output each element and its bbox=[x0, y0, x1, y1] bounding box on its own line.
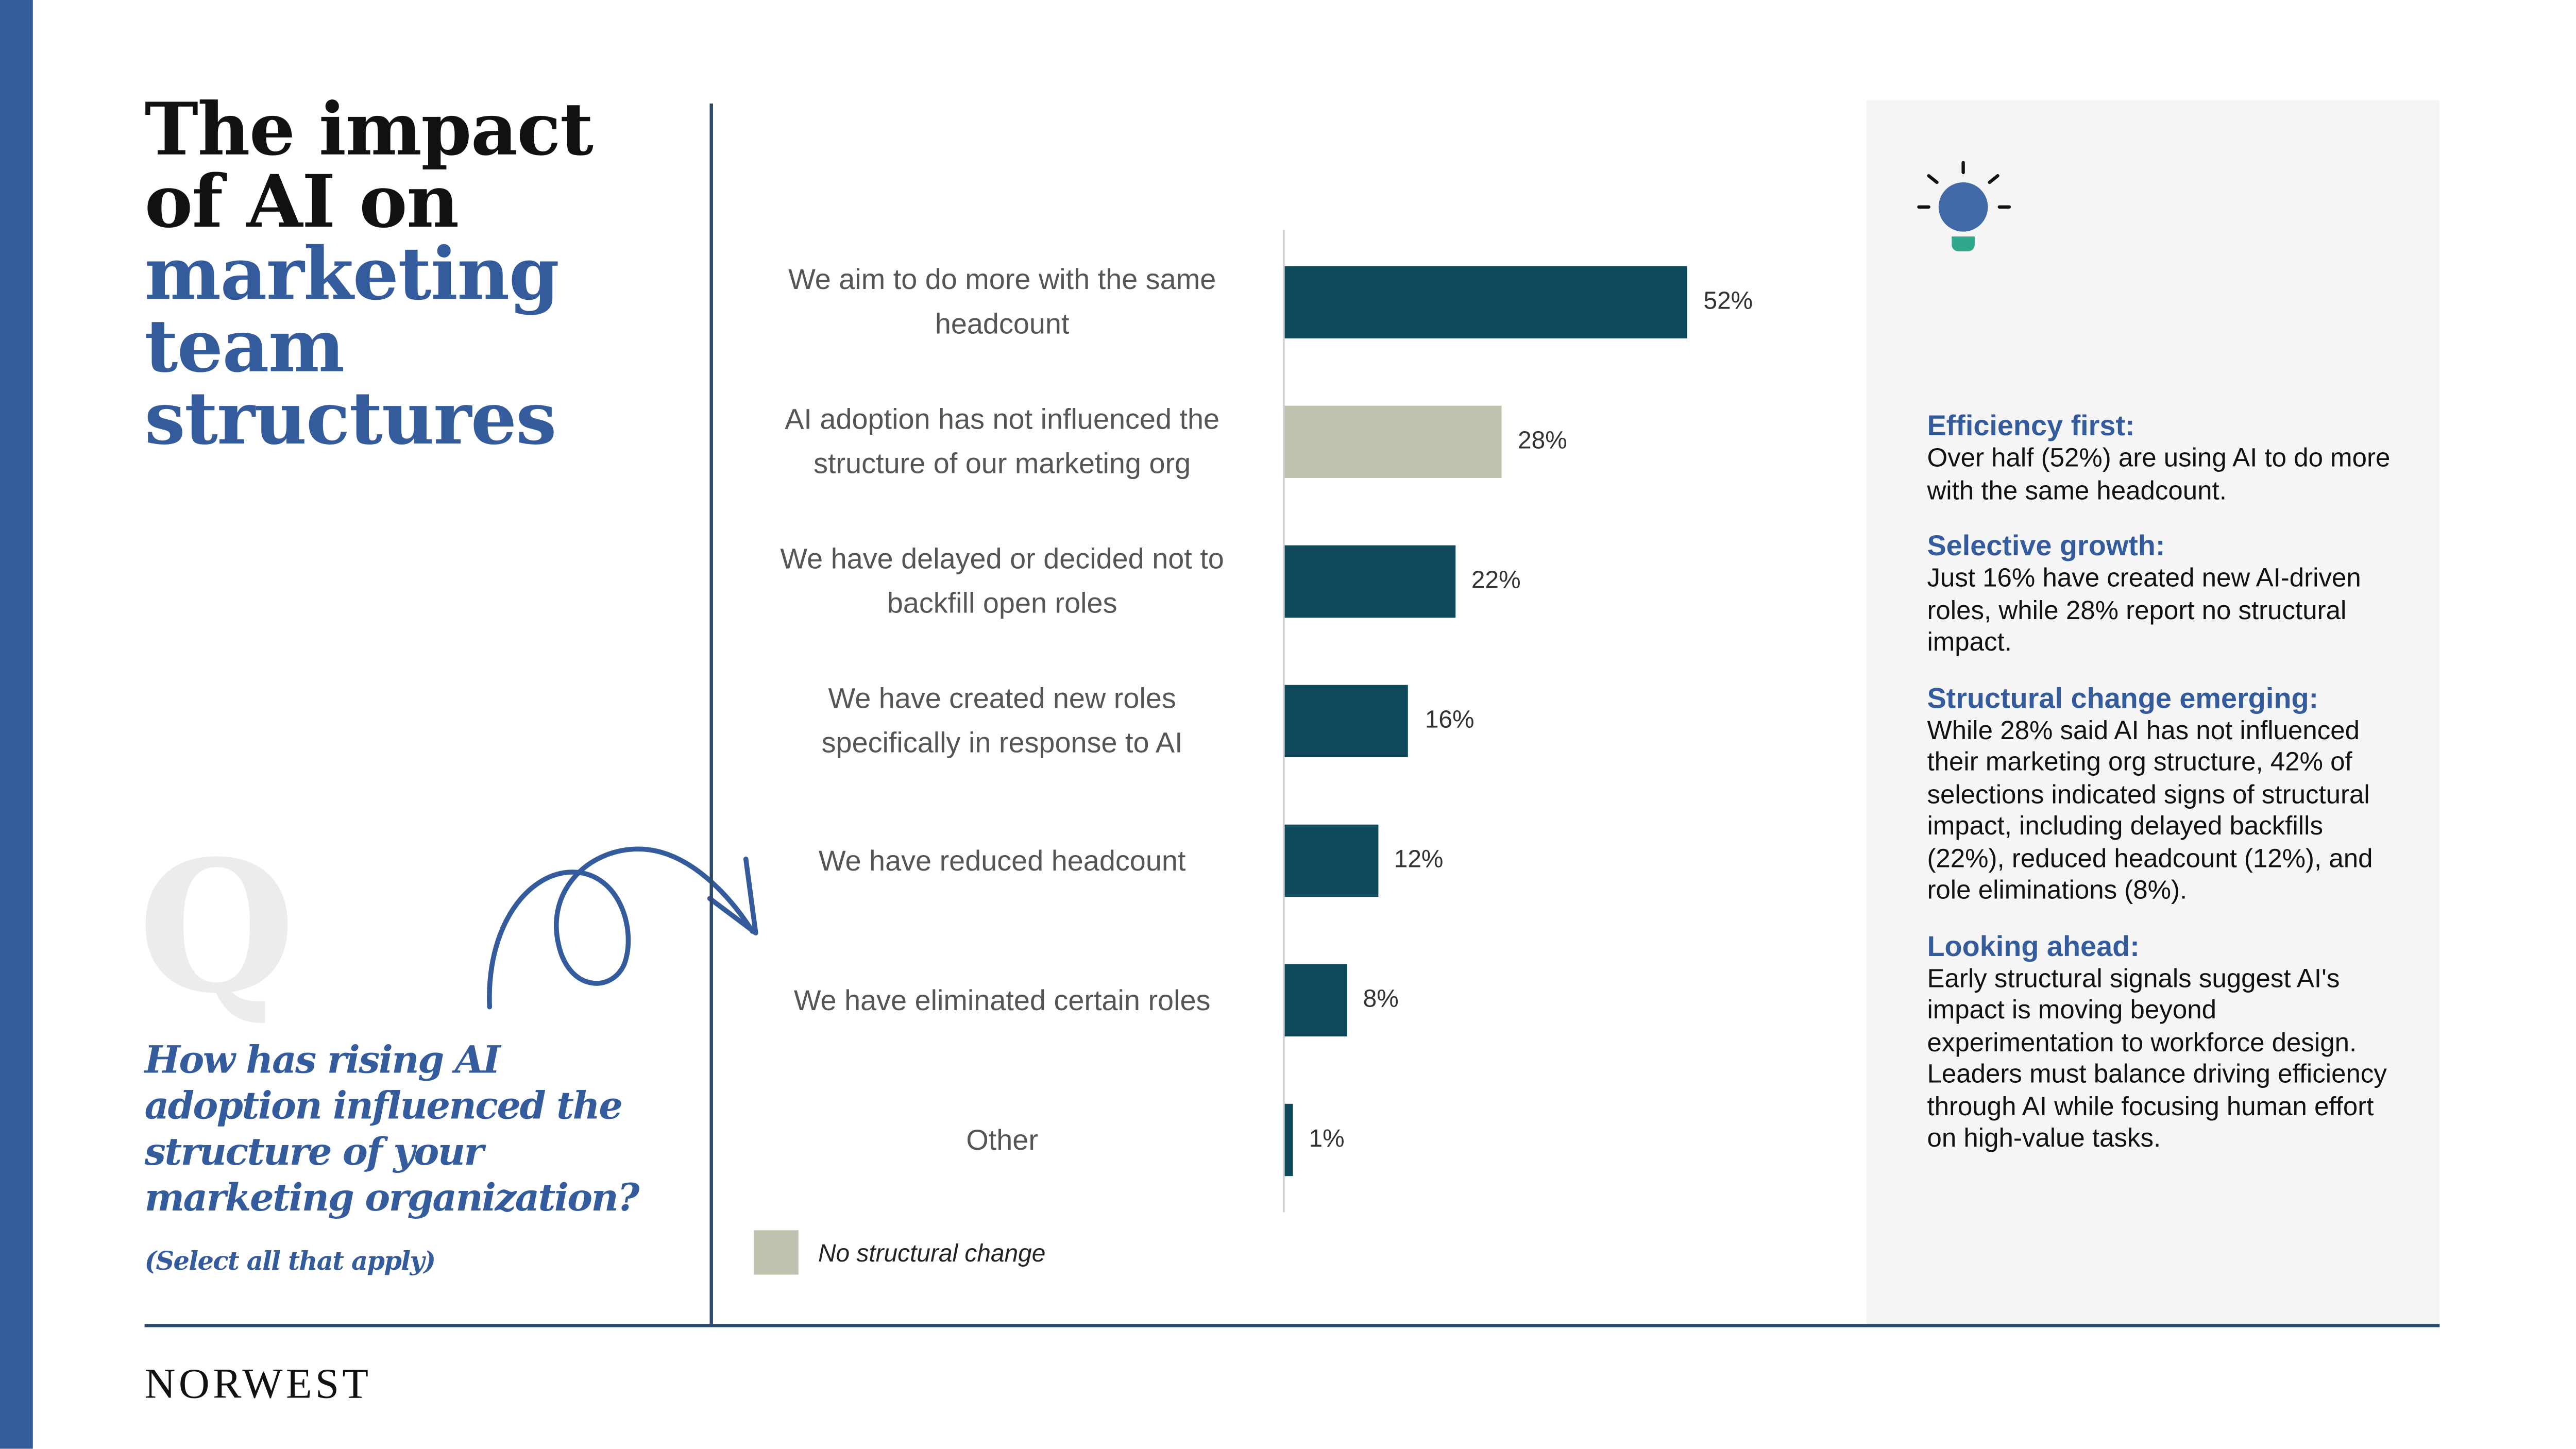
bar bbox=[1284, 545, 1455, 618]
value-label: 16% bbox=[1425, 706, 1475, 735]
insight-heading: Structural change emerging: bbox=[1927, 680, 2319, 714]
value-label: 22% bbox=[1471, 567, 1521, 595]
category-label: We have reduced headcount bbox=[818, 843, 1186, 877]
insight-body: While 28% said AI has not influenced the… bbox=[1927, 717, 2373, 906]
insight-heading: Looking ahead: bbox=[1927, 929, 2140, 962]
bar bbox=[1284, 964, 1347, 1037]
title-line: team bbox=[144, 305, 345, 389]
category-label: AI adoption has not influenced the struc… bbox=[785, 402, 1220, 480]
insight-growth: Selective growth: Just 16% have created n… bbox=[1927, 527, 2403, 660]
category-label: We aim to do more with the same headcoun… bbox=[788, 263, 1216, 340]
insights-panel bbox=[1866, 100, 2440, 1324]
title-line: The impact bbox=[144, 89, 594, 173]
insight-ahead: Looking ahead: Early structural signals s… bbox=[1927, 927, 2403, 1155]
value-label: 12% bbox=[1394, 846, 1444, 874]
bottom-divider bbox=[144, 1324, 2440, 1326]
chart-axis bbox=[1283, 230, 1285, 1213]
category-label: We have created new roles specifically i… bbox=[821, 681, 1183, 759]
title-line: structures bbox=[144, 378, 557, 462]
bar bbox=[1284, 685, 1409, 758]
bar bbox=[1284, 266, 1687, 338]
category-label: Other bbox=[966, 1122, 1038, 1156]
insight-body: Early structural signals suggest AI's im… bbox=[1927, 965, 2387, 1153]
question-note: (Select all that apply) bbox=[144, 1245, 436, 1276]
survey-question: How has rising AI adoption influenced th… bbox=[144, 1038, 640, 1221]
legend-label: No structural change bbox=[818, 1240, 1046, 1268]
norwest-logo: NORWEST bbox=[144, 1360, 372, 1408]
bar bbox=[1284, 824, 1378, 897]
value-label: 8% bbox=[1363, 985, 1399, 1014]
bar bbox=[1284, 1103, 1293, 1177]
legend-swatch bbox=[754, 1230, 799, 1275]
q-letter: Q bbox=[138, 821, 296, 1033]
value-label: 1% bbox=[1309, 1125, 1345, 1153]
bar bbox=[1284, 405, 1502, 478]
title-line: marketing bbox=[144, 233, 560, 317]
category-label: We have delayed or decided not to backfi… bbox=[780, 542, 1224, 620]
curly-arrow-icon bbox=[487, 846, 758, 1010]
value-label: 52% bbox=[1703, 287, 1753, 316]
page-title: The impact of AI on marketing team struc… bbox=[144, 89, 594, 462]
vertical-divider bbox=[709, 103, 713, 1324]
insight-efficiency: Efficiency first: Over half (52%) are usi… bbox=[1927, 407, 2403, 508]
lightbulb-icon bbox=[1917, 161, 2011, 251]
category-label: We have eliminated certain roles bbox=[793, 983, 1211, 1016]
title-line: of AI on bbox=[144, 161, 460, 245]
insight-structural: Structural change emerging: While 28% sai… bbox=[1927, 679, 2403, 908]
insight-body: Over half (52%) are using AI to do more … bbox=[1927, 445, 2391, 505]
value-label: 28% bbox=[1518, 427, 1567, 455]
insights-list: Efficiency first: Over half (52%) are usi… bbox=[1927, 407, 2403, 1175]
insight-heading: Efficiency first: bbox=[1927, 409, 2135, 442]
left-accent-strip bbox=[0, 0, 33, 1449]
insight-body: Just 16% have created new AI-driven role… bbox=[1927, 565, 2361, 657]
insight-heading: Selective growth: bbox=[1927, 529, 2165, 562]
